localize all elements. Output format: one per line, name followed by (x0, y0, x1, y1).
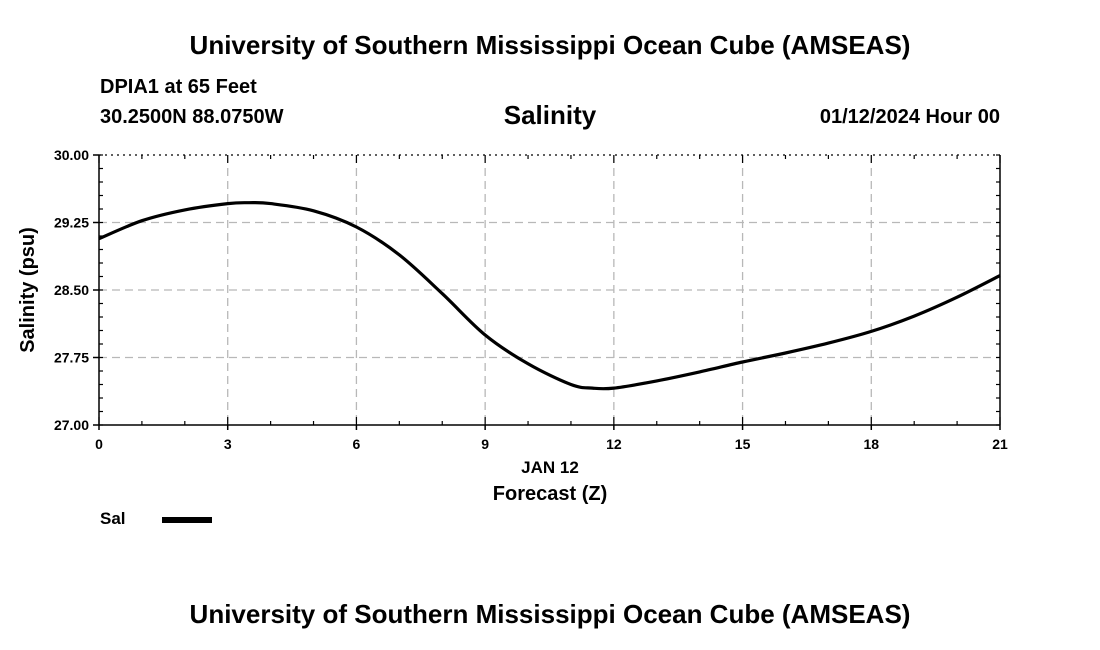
x-tick-label: 12 (606, 436, 622, 452)
y-axis: 27.00 27.75 28.50 29.25 30.00 (54, 147, 99, 433)
y-axis-label: Salinity (psu) (17, 227, 39, 353)
x-date-label: JAN 12 (521, 458, 579, 477)
y-tick-label: 29.25 (54, 215, 89, 231)
y-tick-label: 27.00 (54, 417, 89, 433)
legend-label-sal: Sal (100, 509, 126, 528)
x-tick-label: 15 (735, 436, 751, 452)
series-group (98, 201, 1001, 391)
legend-swatch-sal (162, 517, 212, 523)
x-tick-label: 18 (863, 436, 879, 452)
x-tick-label: 3 (224, 436, 232, 452)
station-label: DPIA1 at 65 Feet (100, 76, 257, 98)
x-tick-label: 21 (992, 436, 1008, 452)
x-tick-label: 9 (481, 436, 489, 452)
coordinates-label: 30.2500N 88.0750W (100, 106, 284, 128)
footer-title: University of Southern Mississippi Ocean… (189, 599, 911, 629)
chart-title: Salinity (503, 100, 597, 130)
y-tick-label: 27.75 (54, 350, 89, 366)
x-tick-label: 0 (95, 436, 103, 452)
x-axis-label: Forecast (Z) (492, 483, 608, 505)
y-tick-label: 28.50 (54, 282, 89, 298)
series-line-sal (98, 201, 1001, 391)
forecast-datetime: 01/12/2024 Hour 00 (819, 106, 1000, 128)
x-tick-label: 6 (353, 436, 361, 452)
x-axis: 0 3 6 9 12 15 18 21 (95, 425, 1008, 452)
page-title: University of Southern Mississippi Ocean… (189, 30, 911, 60)
grid-lines (99, 154, 1000, 425)
y-tick-label: 30.00 (54, 147, 89, 163)
